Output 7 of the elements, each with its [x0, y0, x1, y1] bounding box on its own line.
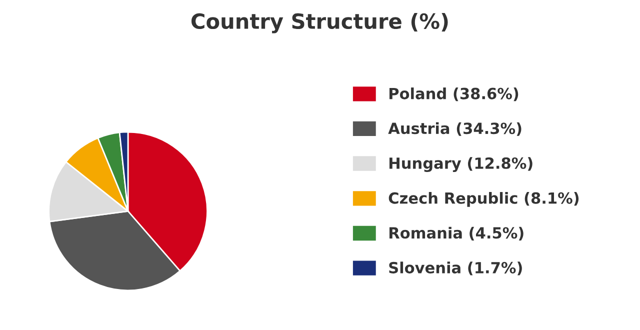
legend-label: Austria (34.3%) — [388, 122, 522, 136]
legend-label: Slovenia (1.7%) — [389, 262, 522, 276]
legend-label: Romania (4.5%) — [389, 226, 524, 240]
legend-label: Czech Republic (8.1%) — [388, 192, 579, 207]
legend-label: Poland (38.6%) — [389, 88, 518, 102]
legend-label: Hungary (12.8%) — [389, 157, 532, 172]
chart-title: Country Structure (%) — [191, 12, 448, 34]
